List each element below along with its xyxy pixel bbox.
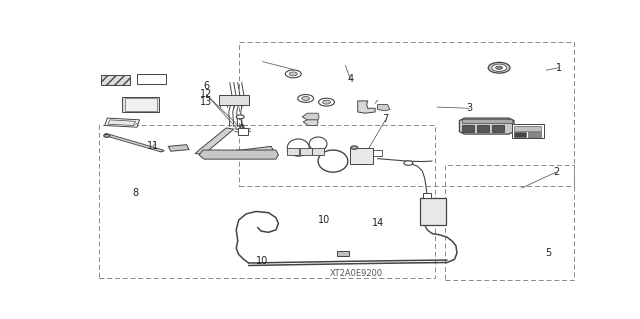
Bar xyxy=(312,148,324,155)
Bar xyxy=(372,150,381,156)
Bar xyxy=(420,198,445,225)
Circle shape xyxy=(319,98,335,106)
Bar xyxy=(101,75,129,85)
Polygon shape xyxy=(168,145,189,151)
Circle shape xyxy=(104,134,110,137)
Circle shape xyxy=(404,161,413,165)
Bar xyxy=(529,132,541,137)
Circle shape xyxy=(488,62,510,73)
Circle shape xyxy=(236,115,244,119)
Text: 1: 1 xyxy=(556,63,562,73)
Bar xyxy=(462,119,511,122)
Bar xyxy=(125,99,157,111)
Bar xyxy=(300,148,312,155)
Text: 6: 6 xyxy=(204,81,209,91)
Polygon shape xyxy=(358,101,375,113)
Text: 11: 11 xyxy=(147,141,159,151)
Circle shape xyxy=(301,96,310,100)
Bar xyxy=(350,148,372,164)
Polygon shape xyxy=(302,113,319,120)
Polygon shape xyxy=(236,146,273,157)
Bar xyxy=(511,124,544,138)
Text: 3: 3 xyxy=(467,103,472,113)
Bar xyxy=(337,251,349,256)
Polygon shape xyxy=(477,125,489,132)
Bar xyxy=(514,132,526,137)
Polygon shape xyxy=(105,118,140,127)
Bar xyxy=(287,148,300,155)
Bar xyxy=(237,128,248,135)
Text: 14: 14 xyxy=(371,218,384,227)
Bar xyxy=(137,74,166,84)
Bar xyxy=(514,126,541,131)
Circle shape xyxy=(495,66,502,70)
Circle shape xyxy=(492,64,507,71)
Text: XT2A0E9200: XT2A0E9200 xyxy=(330,269,383,278)
Text: 13: 13 xyxy=(200,97,212,107)
Text: 2: 2 xyxy=(553,167,559,177)
Bar xyxy=(122,97,159,112)
Text: 10: 10 xyxy=(257,256,269,266)
Text: 8: 8 xyxy=(132,188,139,198)
Text: 12: 12 xyxy=(200,89,212,99)
Text: 7: 7 xyxy=(382,114,388,124)
Circle shape xyxy=(285,70,301,78)
Polygon shape xyxy=(303,119,318,125)
Bar xyxy=(219,95,249,105)
Polygon shape xyxy=(199,150,278,159)
Bar xyxy=(423,193,431,198)
Text: 10: 10 xyxy=(319,215,331,225)
Circle shape xyxy=(351,146,358,149)
Circle shape xyxy=(289,72,297,76)
Polygon shape xyxy=(492,125,504,132)
Text: 9: 9 xyxy=(238,124,244,134)
Polygon shape xyxy=(108,120,136,125)
Polygon shape xyxy=(462,125,474,132)
Circle shape xyxy=(298,94,314,102)
Polygon shape xyxy=(460,118,514,134)
Text: 5: 5 xyxy=(545,248,552,258)
Text: 4: 4 xyxy=(348,74,353,84)
Polygon shape xyxy=(195,128,234,154)
Polygon shape xyxy=(378,105,390,111)
Circle shape xyxy=(323,100,330,104)
Polygon shape xyxy=(104,133,163,152)
